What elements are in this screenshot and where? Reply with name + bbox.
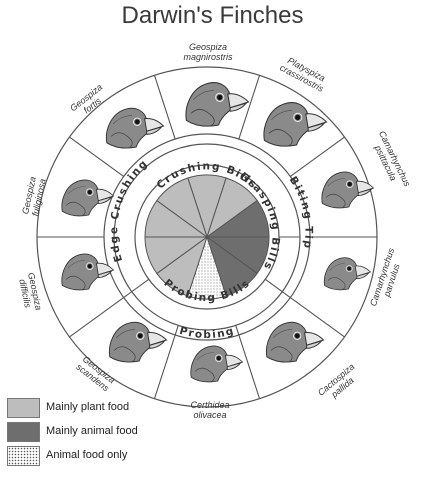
finch-head-fortis: [105, 107, 165, 149]
ring-dividers: [123, 236, 300, 336]
legend-swatch-animal: [7, 422, 40, 442]
ring-divider: [123, 278, 150, 298]
sector-divider: [153, 334, 176, 399]
ring-divider: [174, 325, 179, 336]
finch-head-scandens: [108, 321, 168, 363]
legend-swatch-animal-only: [7, 446, 40, 466]
legend-label-animal: Mainly animal food: [46, 425, 138, 437]
species-label-psittacula: Camarhynchuspsittacula: [368, 129, 413, 193]
sector-divider: [290, 297, 345, 338]
species-genus: Certhidea: [190, 400, 229, 410]
ring-label-probing: Probing: [178, 325, 236, 341]
species-label-difficilis: Geospizadifficilis: [16, 272, 43, 313]
species-label-magnirostris: Geospiza magnirostris: [183, 42, 233, 62]
species-label-crassirostris: Platyspizacrassirostris: [278, 54, 330, 94]
finch-head-difficilis: [61, 253, 115, 291]
sector-divider: [153, 75, 176, 140]
species-label-parvulus: Camarhynchusparvulus: [368, 246, 406, 310]
species-label-olivacea: Certhidea olivacea: [190, 400, 229, 420]
species-epithet: magnirostris: [183, 52, 233, 62]
species-label-pallida: Cactospizapallida: [316, 362, 363, 406]
ring-divider: [264, 278, 291, 298]
finch-head-psittacula: [321, 171, 375, 209]
finch-head-fuliginosa: [61, 179, 115, 217]
species-label-fuliginosa: Geospizafuliginosa: [20, 176, 47, 217]
legend-swatch-plant: [7, 398, 40, 418]
finch-head-olivacea: [190, 345, 244, 383]
ring-label-edge-crushing: Edge Crushing: [108, 157, 150, 263]
sector-divider: [290, 136, 345, 177]
ring-label-biting-tip: Biting Tip: [287, 174, 315, 250]
finch-head-magnirostris: [185, 82, 250, 127]
sector-divider: [69, 297, 124, 338]
pie-slice: [156, 177, 208, 239]
sector-dividers: [37, 75, 377, 399]
finch-head-crassirostris: [263, 102, 328, 147]
sector-divider: [69, 136, 124, 177]
finch-head-parvulus: [323, 257, 372, 291]
sector-divider: [238, 75, 261, 140]
finch-illustrations: [61, 82, 375, 383]
ring-divider: [235, 325, 240, 336]
sector-divider: [238, 334, 261, 399]
legend-label-animal-only: Animal food only: [46, 449, 128, 461]
finch-head-pallida: [265, 321, 325, 363]
diagram-title: Darwin's Finches: [121, 2, 304, 29]
species-label-scandens: Geospizascandens: [74, 354, 117, 394]
species-epithet: olivacea: [193, 410, 226, 420]
legend-label-plant: Mainly plant food: [46, 401, 130, 413]
food-pie-chart: [144, 174, 270, 300]
species-genus: Geospiza: [189, 42, 227, 52]
